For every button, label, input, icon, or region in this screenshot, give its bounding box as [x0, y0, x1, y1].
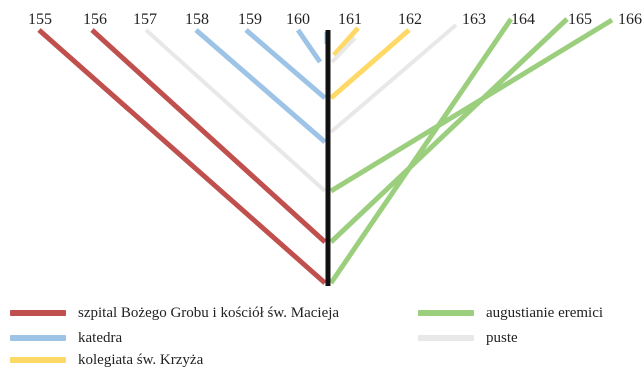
legend-label-szpital: szpital Bożego Grobu i kościół św. Macie… — [78, 304, 340, 321]
legend: szpital Bożego Grobu i kościół św. Macie… — [0, 300, 644, 370]
left-arm-159 — [244, 28, 327, 100]
left-arm-157 — [144, 28, 327, 193]
legend-item-szpital: szpital Bożego Grobu i kościół św. Macie… — [10, 303, 339, 323]
left-arm-156 — [90, 28, 327, 244]
left-arm-155 — [37, 28, 327, 285]
legend-swatch-szpital — [10, 310, 66, 316]
legend-label-augustianie: augustianie eremici — [486, 304, 604, 321]
chevron-lines — [37, 17, 614, 285]
left-arm-160 — [295, 28, 323, 64]
right-arm-166 — [329, 17, 614, 194]
left-arm-158 — [194, 28, 327, 144]
tick-label-164: 164 — [511, 11, 535, 28]
legend-item-augustianie: augustianie eremici — [418, 303, 603, 323]
tick-label-162: 162 — [398, 11, 422, 28]
legend-item-kolegiata: kolegiata św. Krzyża — [10, 350, 203, 370]
legend-swatch-augustianie — [418, 310, 474, 316]
tick-label-166: 166 — [618, 11, 642, 28]
tick-label-161: 161 — [338, 11, 362, 28]
legend-label-puste: puste — [486, 329, 518, 346]
legend-label-kolegiata: kolegiata św. Krzyża — [78, 351, 204, 368]
legend-swatch-kolegiata — [10, 357, 66, 363]
tick-label-160: 160 — [286, 11, 310, 28]
tick-label-159: 159 — [238, 11, 262, 28]
right-arm-162 — [329, 28, 411, 100]
legend-swatch-katedra — [10, 335, 66, 341]
tick-labels: 155 156 157 158 159 160 161 162 163 164 165 166 — [28, 11, 642, 28]
legend-swatch-puste — [418, 335, 474, 341]
tick-label-155: 155 — [28, 11, 52, 28]
tick-label-157: 157 — [133, 11, 157, 28]
right-arm-164 — [328, 17, 514, 285]
tick-label-165: 165 — [568, 11, 592, 28]
tick-label-158: 158 — [185, 11, 209, 28]
legend-label-katedra: katedra — [78, 329, 123, 346]
right-arm-161 — [332, 26, 360, 57]
tick-label-163: 163 — [462, 11, 486, 28]
right-arm-161b — [330, 36, 357, 64]
right-arm-165 — [329, 17, 569, 244]
tick-label-156: 156 — [83, 11, 107, 28]
right-arm-163 — [329, 23, 458, 134]
legend-item-puste: puste — [418, 328, 518, 348]
legend-item-katedra: katedra — [10, 328, 122, 348]
